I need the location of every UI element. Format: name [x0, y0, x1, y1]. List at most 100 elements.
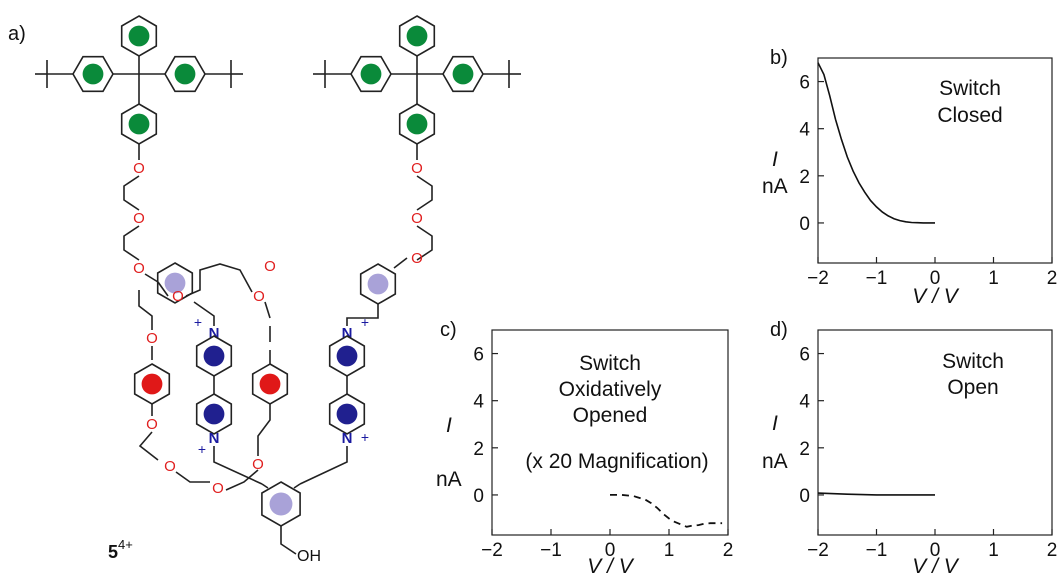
annotation-c-line4: (x 20 Magnification)	[525, 450, 708, 473]
bond	[123, 225, 140, 261]
x-tick-label-b: −1	[866, 268, 888, 289]
annotation-b-line2: Closed	[937, 104, 1002, 127]
ring-dot	[128, 113, 150, 135]
macrocycle-hydroquinone-ring	[156, 262, 194, 304]
plot-frame-b	[817, 57, 1053, 264]
x-tick-label-b: 1	[988, 268, 999, 289]
oxygen-atom: O	[411, 250, 423, 267]
x-tick-label-c: −2	[481, 540, 503, 561]
ylabel-d-unit: nA	[762, 450, 788, 473]
x-tick-label-d: −2	[807, 540, 829, 561]
y-tick-label-c: 2	[473, 439, 484, 460]
annotation-c-line3: Opened	[573, 404, 648, 427]
bond	[299, 446, 348, 485]
bond	[346, 304, 379, 326]
mesitylene-ring	[261, 481, 301, 527]
bond	[264, 301, 271, 319]
bond	[175, 471, 210, 483]
oxygen-atom: O	[164, 458, 176, 475]
ring-dot	[174, 63, 196, 85]
x-tick-label-b: −2	[807, 268, 829, 289]
bond	[293, 483, 301, 489]
oxygen-atom: O	[253, 288, 265, 305]
annotation-c-line2: Oxidatively	[559, 378, 662, 401]
y-tick-label-c: 4	[473, 392, 484, 413]
annotation-d-line1: Switch	[942, 350, 1004, 373]
y-tick-label-b: 4	[799, 120, 810, 141]
x-tick-label-b: 0	[930, 268, 941, 289]
ring-dot	[82, 63, 104, 85]
ring-dot	[452, 63, 474, 85]
bond	[144, 273, 159, 283]
bond	[416, 225, 433, 261]
x-tick-label-d: 1	[988, 540, 999, 561]
stopper-ring	[120, 15, 158, 57]
oxygen-atom: O	[133, 260, 145, 277]
plot-frame-d	[817, 329, 1053, 536]
oxygen-atom: O	[172, 288, 184, 305]
ring-dot	[336, 403, 358, 425]
x-tick-label-b: 2	[1047, 268, 1058, 289]
nitrogen-atom: N	[209, 430, 220, 447]
xlabel-c: V / V	[587, 555, 635, 574]
ring-dot	[269, 492, 293, 516]
dioxybenzene-ring	[251, 363, 289, 405]
nitrogen-atom: N	[342, 325, 353, 342]
xlabel-d: V / V	[912, 555, 960, 574]
bond	[157, 281, 169, 297]
ring-dot	[406, 25, 428, 47]
y-tick-label-d: 0	[799, 486, 810, 507]
compound-label: 54+	[108, 537, 133, 562]
y-tick-label-b: 0	[799, 214, 810, 235]
hydroxyl-label: OH	[297, 548, 321, 565]
ring-dot	[203, 403, 225, 425]
panel-b: b) Switch Closed I nA V / V −2 −1 0 1 2 0 2 4 6	[762, 47, 1057, 308]
y-tick-label-b: 6	[799, 73, 810, 94]
nitrogen-atom: N	[209, 325, 220, 342]
bipyridinium-ring	[195, 393, 233, 435]
ylabel-b-unit: nA	[762, 175, 788, 198]
panel-label-d: d)	[770, 319, 788, 341]
y-tick-label-d: 4	[799, 392, 810, 413]
ring-dot	[259, 373, 281, 395]
ylabel-b-symbol: I	[772, 148, 778, 171]
y-tick-label-d: 2	[799, 439, 810, 460]
ring-outline	[195, 393, 233, 435]
bond	[280, 526, 297, 555]
ring-outline	[328, 393, 366, 435]
x-tick-label-d: 2	[1047, 540, 1058, 561]
stopper-ring	[442, 55, 484, 93]
bond	[138, 431, 159, 461]
bond	[261, 483, 269, 489]
oxygen-atom: O	[133, 210, 145, 227]
ring-dot	[141, 373, 163, 395]
oxygen-atom: O	[133, 160, 145, 177]
stopper-ring	[72, 55, 114, 93]
bipyridinium-ring	[195, 335, 233, 377]
panel-c: c) Switch Oxidatively Opened (x 20 Magni…	[436, 319, 733, 574]
nitrogen-atom: N	[342, 430, 353, 447]
iv-curve-d	[817, 492, 935, 496]
dioxybenzene-ring	[133, 363, 171, 405]
oxygen-atom: O	[264, 258, 276, 275]
bond	[193, 301, 215, 326]
positive-charge: +	[361, 314, 369, 330]
bond	[225, 469, 259, 491]
x-tick-label-d: −1	[866, 540, 888, 561]
ring-dot	[164, 272, 186, 294]
stopper-ring	[164, 55, 206, 93]
ylabel-c-unit: nA	[436, 468, 462, 491]
ring-dot	[360, 63, 382, 85]
ylabel-c-symbol: I	[446, 414, 452, 437]
y-tick-label-c: 6	[473, 345, 484, 366]
ylabel-d-symbol: I	[772, 412, 778, 435]
iv-curve-b	[817, 62, 935, 224]
ring-dot	[336, 345, 358, 367]
ring-outline	[156, 262, 194, 304]
iv-curve-c	[610, 493, 723, 528]
ring-dot	[203, 345, 225, 367]
x-tick-label-d: 0	[930, 540, 941, 561]
bond	[257, 404, 271, 456]
bond	[123, 175, 140, 211]
